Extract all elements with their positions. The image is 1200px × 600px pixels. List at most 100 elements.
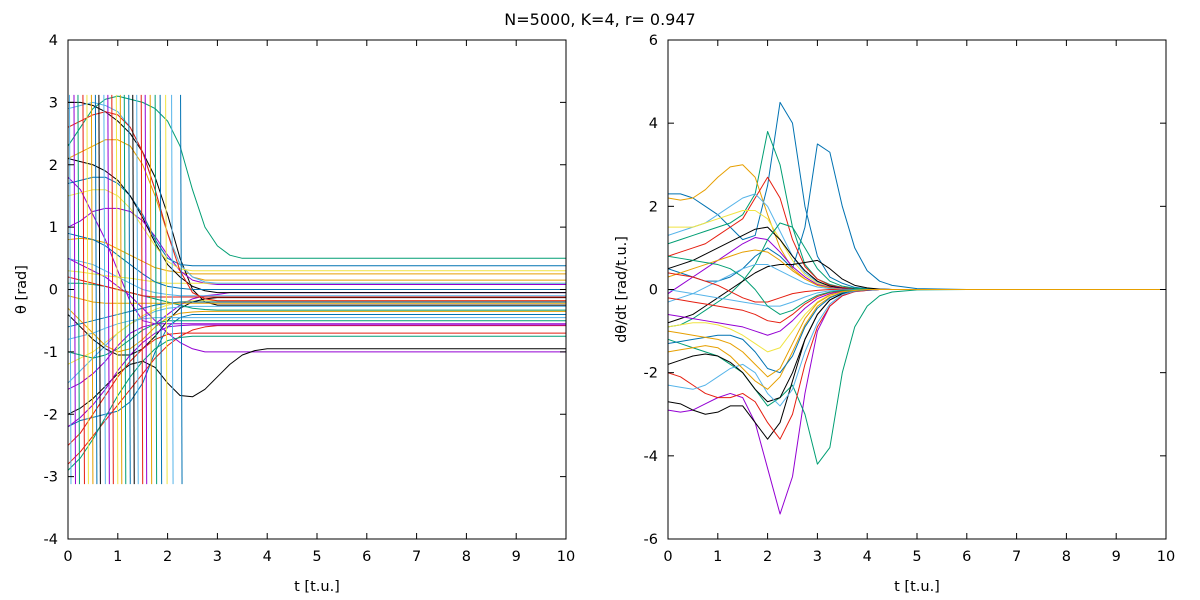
dtheta-x-tick-label: 3 xyxy=(813,549,822,565)
dtheta-y-tick-label: 4 xyxy=(649,116,658,132)
dtheta-series-line-5 xyxy=(668,176,1166,290)
dtheta-x-tick-label: 1 xyxy=(713,549,722,565)
dtheta-series-line-27 xyxy=(668,255,1166,315)
dtheta-x-tick-label: 0 xyxy=(663,549,672,565)
theta-series-line-25 xyxy=(68,101,566,284)
theta-series-line-22 xyxy=(68,301,566,328)
theta-series-line-24 xyxy=(68,332,566,446)
theta-panel: 0 1 2 3 4 5 6 7 8 9 10 -4 -3 -2 -1 0 1 2 3 4 t [t.u.] θ [rad] xyxy=(14,33,575,595)
dtheta-y-tick-label: -6 xyxy=(644,532,658,548)
theta-y-tick-label: 4 xyxy=(49,33,58,49)
theta-x-tick-label: 4 xyxy=(263,549,272,565)
theta-phase-wrap-3 xyxy=(77,94,80,485)
theta-series-line-7 xyxy=(68,313,566,428)
theta-phase-wrap-12 xyxy=(115,94,119,485)
theta-series-line-27 xyxy=(68,335,566,471)
theta-series-line-23 xyxy=(68,323,566,390)
dtheta-series-line-28 xyxy=(668,289,1166,378)
dtheta-panel: 0 1 2 3 4 5 6 7 8 9 10 -6 -4 -2 0 2 4 6 t [t.u.] dθ/dt [rad… xyxy=(614,33,1175,595)
theta-x-tick-label: 6 xyxy=(362,549,371,565)
dtheta-x-axis-label: t [t.u.] xyxy=(894,579,940,595)
dtheta-series-line-24 xyxy=(668,289,1166,336)
theta-x-tick-label: 7 xyxy=(412,549,421,565)
theta-phase-wrap-10 xyxy=(107,94,110,485)
dtheta-series-line-19 xyxy=(668,289,1166,403)
theta-series-line-18 xyxy=(68,317,566,340)
theta-phase-wrap-18 xyxy=(140,94,144,485)
theta-x-tick-label: 5 xyxy=(312,549,321,565)
theta-x-tick-label: 2 xyxy=(163,549,172,565)
theta-phase-wrap-7 xyxy=(94,94,98,485)
theta-phase-wrap-8 xyxy=(98,94,101,485)
dtheta-x-tick-label: 4 xyxy=(863,549,872,565)
theta-series-line-28 xyxy=(68,189,566,272)
theta-x-tick-label: 8 xyxy=(462,549,471,565)
theta-y-tick-label: 2 xyxy=(49,158,58,174)
theta-y-tick-label: 1 xyxy=(49,220,58,236)
theta-series-line-17 xyxy=(68,276,566,298)
theta-series-line-4 xyxy=(68,237,566,275)
theta-x-tick-label: 10 xyxy=(557,549,575,565)
theta-phase-wrap-15 xyxy=(128,94,131,485)
theta-series-line-6 xyxy=(68,325,566,465)
dtheta-y-tick-label: 2 xyxy=(649,199,658,215)
theta-series-line-10 xyxy=(68,297,566,356)
dtheta-y-tick-label: 6 xyxy=(649,33,658,49)
theta-series-line-31 xyxy=(68,111,566,302)
theta-phase-wrap-5 xyxy=(86,94,89,485)
theta-x-tick-label: 1 xyxy=(113,549,122,565)
theta-phase-wrap-19 xyxy=(144,94,148,485)
theta-phase-wrap-16 xyxy=(132,94,135,485)
theta-phase-wrap-24 xyxy=(171,94,174,485)
theta-y-tick-label: -1 xyxy=(44,345,58,361)
theta-x-tick-label: 9 xyxy=(512,549,521,565)
theta-phase-wrap-2 xyxy=(73,94,76,485)
dtheta-series-line-10 xyxy=(668,222,1166,328)
figure-title: N=5000, K=4, r= 0.947 xyxy=(504,10,695,29)
dtheta-series-line-25 xyxy=(668,289,1166,324)
dtheta-series-line-6 xyxy=(668,193,1166,290)
theta-series-line-11 xyxy=(68,257,566,297)
theta-series-line-8 xyxy=(68,207,566,286)
theta-series-line-12 xyxy=(68,257,566,353)
dtheta-series-line-23 xyxy=(668,289,1166,353)
dtheta-series-group xyxy=(668,101,1166,515)
theta-phase-wrap-17 xyxy=(136,94,139,485)
dtheta-series-line-16 xyxy=(668,289,1166,465)
theta-series-line-20 xyxy=(68,320,566,359)
theta-phase-wrap-9 xyxy=(103,94,106,485)
theta-y-tick-label: -2 xyxy=(44,407,58,423)
theta-x-axis-label: t [t.u.] xyxy=(294,579,340,595)
theta-y-tick-label: -4 xyxy=(44,532,58,548)
theta-phase-wrap-13 xyxy=(119,94,123,485)
dtheta-series-line-4 xyxy=(668,164,1166,290)
theta-series-line-15 xyxy=(68,307,566,353)
dtheta-x-tick-label: 9 xyxy=(1112,549,1121,565)
theta-series-group xyxy=(68,94,566,485)
theta-phase-wrap-22 xyxy=(159,94,163,485)
theta-series-line-30 xyxy=(68,232,566,290)
theta-series-line-29 xyxy=(68,295,566,304)
dtheta-x-tick-label: 6 xyxy=(962,549,971,565)
dtheta-x-tick-label: 8 xyxy=(1062,549,1071,565)
theta-series-line-5 xyxy=(68,101,566,306)
theta-y-tick-label: 3 xyxy=(49,95,58,111)
dtheta-series-line-11 xyxy=(668,259,1166,324)
dtheta-y-tick-label: -4 xyxy=(644,449,658,465)
dtheta-series-line-20 xyxy=(668,289,1166,407)
theta-y-tick-label: -3 xyxy=(44,470,58,486)
theta-series-line-19 xyxy=(68,270,566,284)
dtheta-x-tick-label: 5 xyxy=(912,549,921,565)
dtheta-series-line-12 xyxy=(668,249,1166,290)
theta-phase-wrap-25 xyxy=(180,94,183,485)
dtheta-series-line-8 xyxy=(668,226,1166,290)
theta-phase-wrap-20 xyxy=(149,94,153,485)
theta-series-line-21 xyxy=(68,139,566,281)
dtheta-x-tick-label: 2 xyxy=(763,549,772,565)
dtheta-series-line-2 xyxy=(668,143,1166,290)
theta-x-tick-label: 0 xyxy=(63,549,72,565)
theta-series-line-26 xyxy=(68,158,566,294)
dtheta-y-tick-label: 0 xyxy=(649,283,658,299)
theta-series-line-2 xyxy=(68,95,566,259)
